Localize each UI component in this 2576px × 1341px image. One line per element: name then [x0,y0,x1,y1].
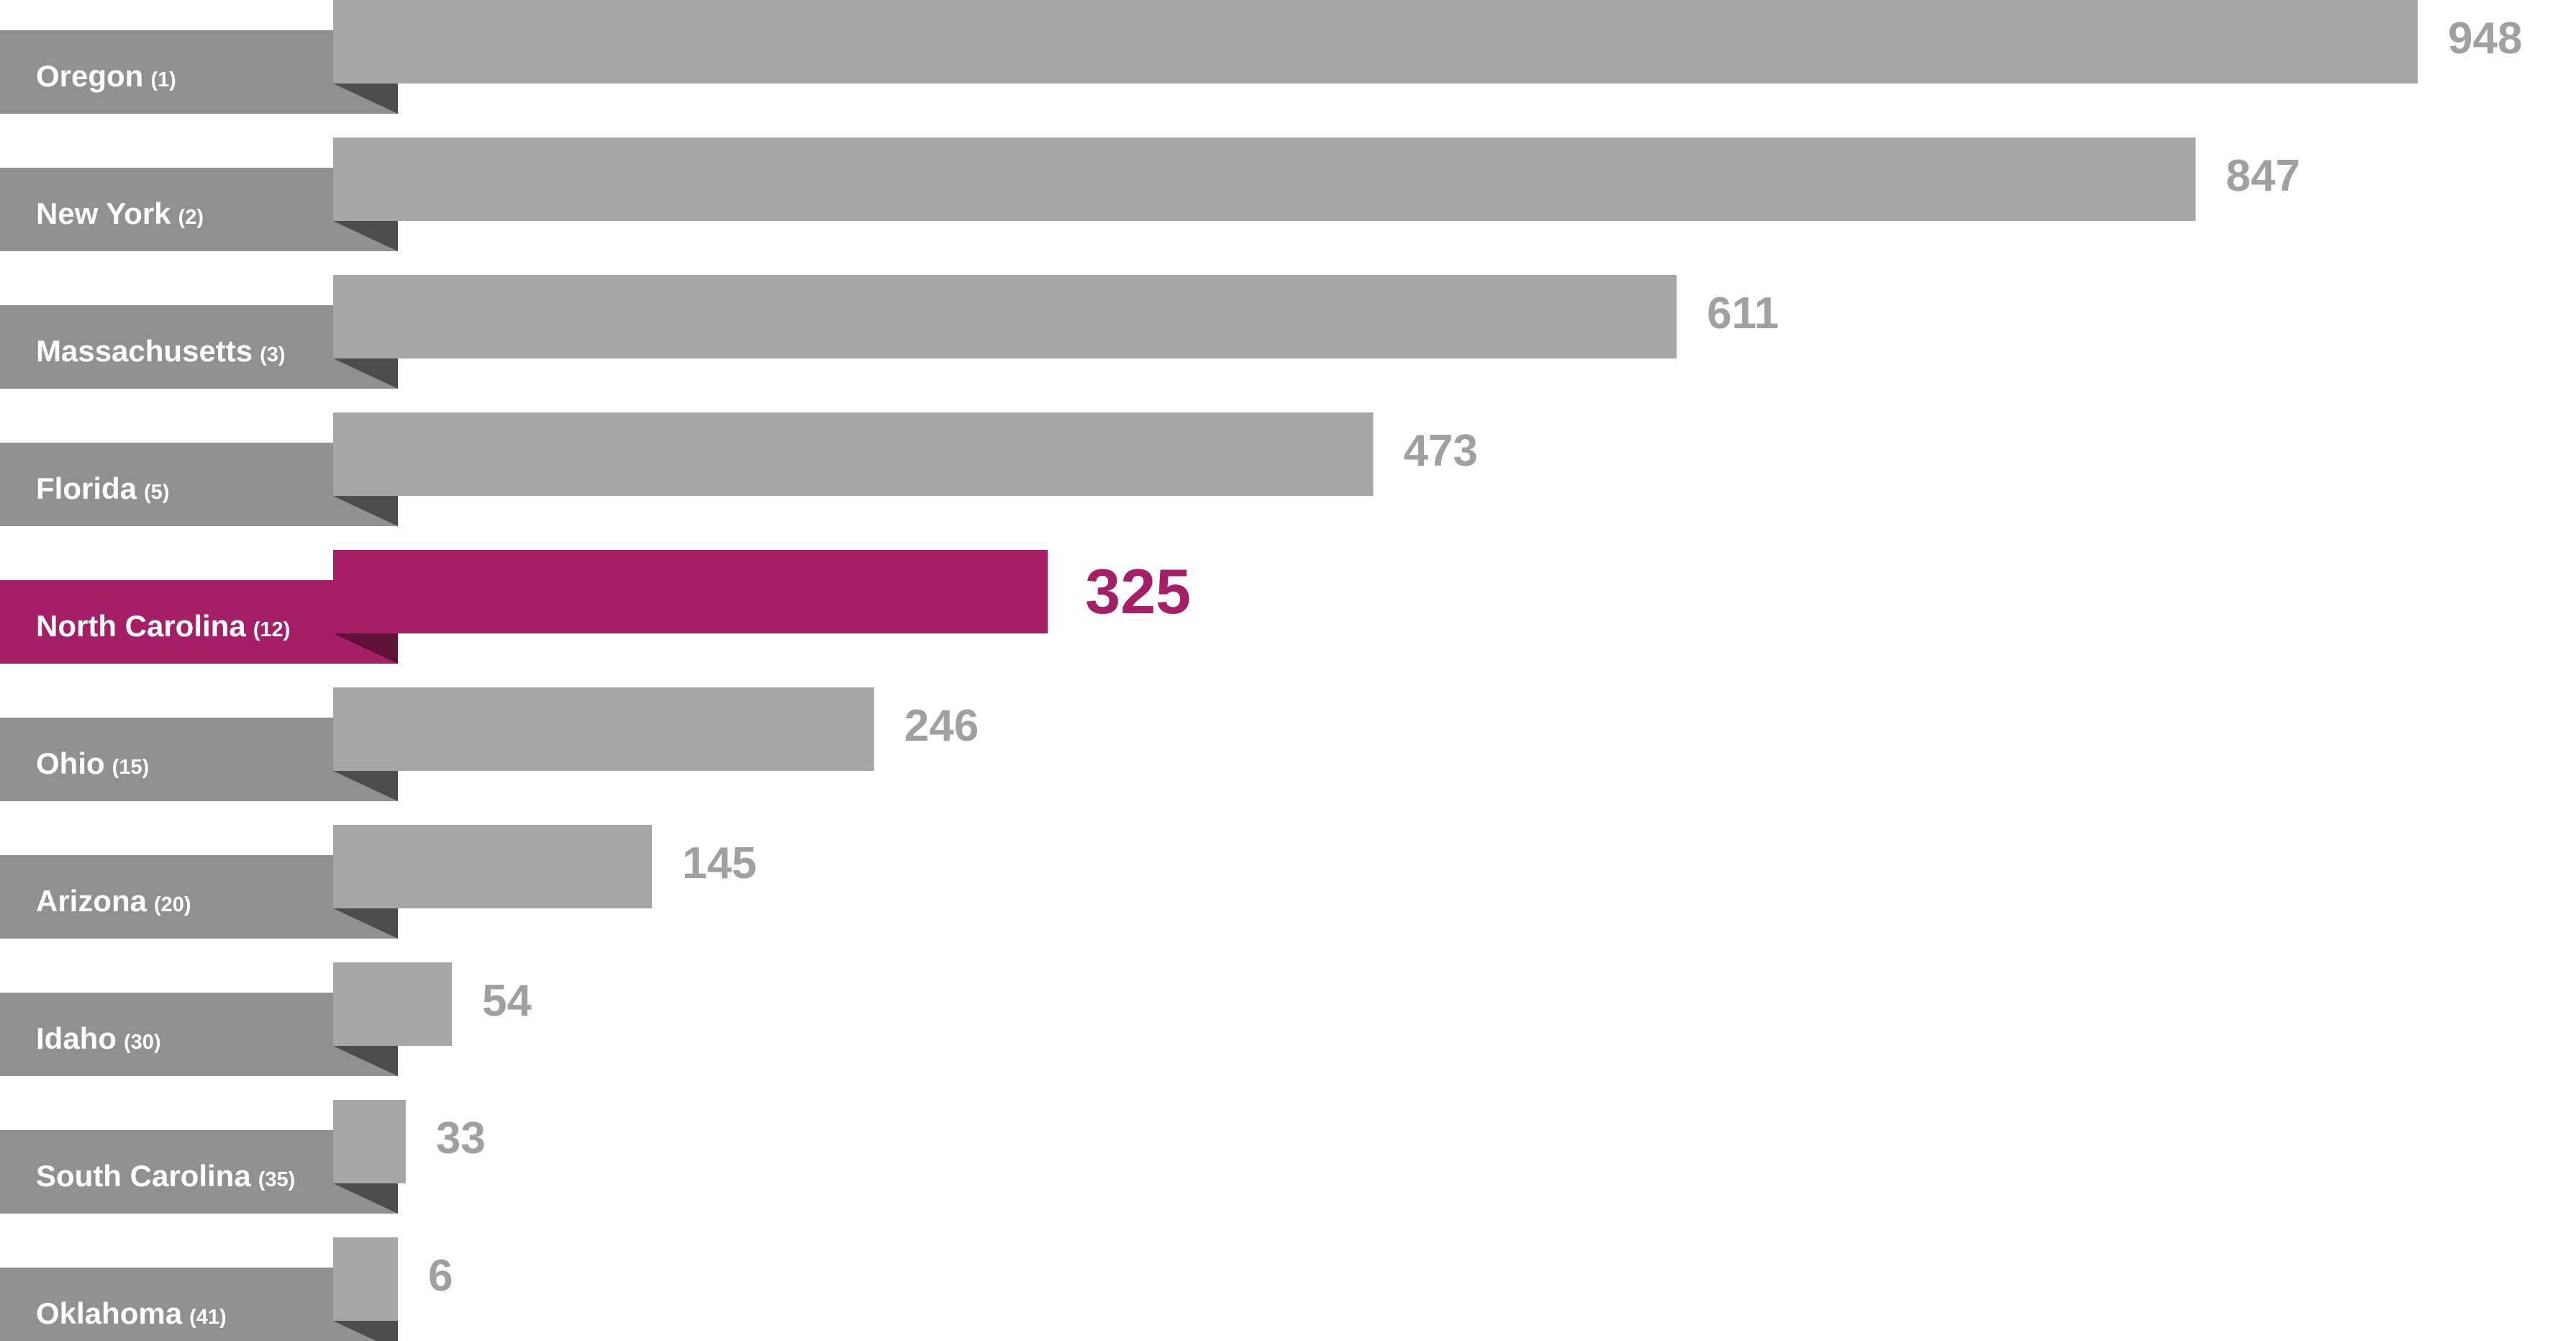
bar-idaho [333,962,453,1046]
state-label-florida: Florida (5) [36,471,169,505]
label-tab-new-york [0,168,398,251]
bar-arizona [333,825,653,908]
fold-arizona [333,908,398,939]
state-label-oregon: Oregon (1) [36,59,176,93]
state-rank-north-carolina: (12) [253,618,291,641]
value-label-idaho: 54 [482,976,532,1026]
label-tab-south-carolina [0,1130,398,1214]
state-name-new-york: New York [36,197,171,230]
state-rank-oregon: (1) [150,68,176,91]
value-label-south-carolina: 33 [436,1114,486,1163]
state-rank-ohio: (15) [112,756,150,779]
fold-oklahoma [333,1321,398,1341]
state-rank-new-york: (2) [178,206,204,229]
bar-north-carolina [333,550,1048,633]
bar-row-oklahoma: Oklahoma (41) 6 [0,1237,453,1341]
value-label-arizona: 145 [682,839,756,888]
value-label-oklahoma: 6 [428,1251,453,1301]
bar-oregon [333,0,2418,83]
state-rank-idaho: (30) [124,1031,161,1054]
bar-new-york [333,137,2196,221]
value-label-oregon: 948 [2448,14,2522,63]
state-rank-florida: (5) [144,481,169,504]
bar-massachusetts [333,275,1677,358]
fold-new-york [333,221,398,251]
fold-north-carolina [333,633,398,664]
bar-row-ohio: Ohio (15) 246 [0,687,979,801]
bar-row-arizona: Arizona (20) 145 [0,825,757,939]
value-label-massachusetts: 611 [1707,289,1779,338]
bar-row-florida: Florida (5) 473 [0,412,1478,526]
label-tab-arizona [0,855,398,939]
state-rank-south-carolina: (35) [258,1168,296,1191]
label-tab-idaho [0,993,398,1076]
bar-row-north-carolina: North Carolina (12) 325 [0,550,1191,664]
state-name-ohio: Ohio [36,746,105,780]
state-label-ohio: Ohio (15) [36,746,149,780]
fold-florida [333,496,398,526]
fold-oregon [333,83,398,114]
state-rank-oklahoma: (41) [189,1306,227,1329]
state-rank-arizona: (20) [154,893,191,916]
label-tab-north-carolina [0,580,398,664]
label-tab-ohio [0,718,398,801]
state-label-south-carolina: South Carolina (35) [36,1159,295,1193]
bar-row-massachusetts: Massachusetts (3) 611 [0,275,1779,389]
label-tab-massachusetts [0,305,398,389]
state-label-arizona: Arizona (20) [36,884,191,918]
bar-oklahoma [333,1237,398,1321]
state-name-florida: Florida [36,471,137,505]
state-name-arizona: Arizona [36,884,148,918]
state-label-massachusetts: Massachusetts (3) [36,334,286,368]
state-label-new-york: New York (2) [36,197,204,230]
value-label-florida: 473 [1403,426,1477,476]
bar-south-carolina [333,1100,406,1183]
bar-row-oregon: Oregon (1) 948 [0,0,2522,114]
value-label-new-york: 847 [2226,151,2300,201]
bar-row-idaho: Idaho (30) 54 [0,962,532,1076]
bar-ohio [333,687,874,771]
label-tab-florida [0,443,398,526]
label-tab-oklahoma [0,1268,398,1341]
value-label-north-carolina: 325 [1085,556,1191,627]
state-label-north-carolina: North Carolina (12) [36,609,290,643]
bar-row-new-york: New York (2) 847 [0,137,2300,251]
state-name-south-carolina: South Carolina [36,1159,251,1193]
fold-south-carolina [333,1183,398,1214]
state-name-oklahoma: Oklahoma [36,1296,183,1330]
label-tab-oregon [0,30,398,114]
state-name-idaho: Idaho [36,1021,117,1055]
state-label-idaho: Idaho (30) [36,1021,161,1055]
fold-massachusetts [333,358,398,389]
bar-florida [333,412,1374,496]
state-name-north-carolina: North Carolina [36,609,246,643]
value-label-ohio: 246 [904,701,979,751]
fold-ohio [333,771,398,801]
state-name-oregon: Oregon [36,59,143,93]
bar-row-south-carolina: South Carolina (35) 33 [0,1100,486,1214]
state-label-oklahoma: Oklahoma (41) [36,1296,227,1330]
fold-idaho [333,1046,398,1076]
state-name-massachusetts: Massachusetts [36,334,253,368]
state-rank-massachusetts: (3) [260,343,285,366]
